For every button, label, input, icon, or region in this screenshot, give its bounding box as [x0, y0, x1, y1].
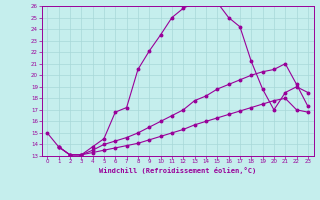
X-axis label: Windchill (Refroidissement éolien,°C): Windchill (Refroidissement éolien,°C)	[99, 167, 256, 174]
